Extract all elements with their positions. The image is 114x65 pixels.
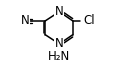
Text: N: N bbox=[21, 14, 29, 27]
Text: H₂N: H₂N bbox=[48, 50, 70, 63]
Text: Cl: Cl bbox=[83, 14, 94, 27]
Text: N: N bbox=[54, 37, 63, 50]
Text: N: N bbox=[54, 5, 63, 18]
